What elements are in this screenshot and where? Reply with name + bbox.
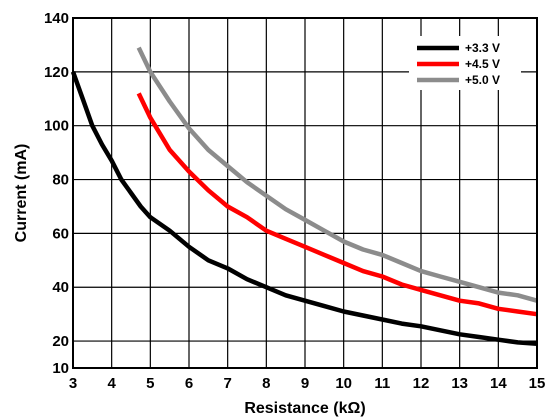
x-tick-label: 15 bbox=[529, 375, 546, 392]
tick-labels: 3 4 5 6 7 8 9 10 11 12 13 14 15 10 20 40 60 80 100 120 140 bbox=[44, 10, 545, 392]
x-tick-label: 12 bbox=[413, 375, 430, 392]
plot-frame bbox=[72, 17, 538, 369]
x-axis-label: Resistance (kΩ) bbox=[244, 400, 365, 417]
x-tick-label: 10 bbox=[335, 375, 352, 392]
x-tick-label: 6 bbox=[185, 375, 193, 392]
legend-label: +4.5 V bbox=[465, 57, 500, 71]
y-tick-label: 140 bbox=[44, 10, 69, 27]
x-tick-label: 14 bbox=[490, 375, 507, 392]
x-tick-label: 7 bbox=[223, 375, 231, 392]
y-tick-label: 20 bbox=[52, 333, 69, 350]
legend-label: +5.0 V bbox=[465, 73, 500, 87]
x-tick-label: 4 bbox=[107, 375, 116, 392]
y-tick-label: 60 bbox=[52, 225, 69, 242]
y-tick-label: 120 bbox=[44, 64, 69, 81]
x-tick-label: 8 bbox=[262, 375, 270, 392]
y-tick-label: 80 bbox=[52, 172, 69, 189]
y-tick-label: 40 bbox=[52, 279, 69, 296]
series-line-2 bbox=[136, 92, 538, 317]
y-axis-label: Current (mA) bbox=[13, 144, 30, 243]
y-tick-label: 100 bbox=[44, 118, 69, 135]
series-line-1 bbox=[70, 71, 538, 347]
series-line-3 bbox=[136, 46, 538, 303]
legend-label: +3.3 V bbox=[465, 41, 500, 55]
x-tick-label: 11 bbox=[374, 375, 390, 392]
legend: +3.3 V +4.5 V +5.0 V bbox=[409, 36, 521, 90]
x-tick-label: 3 bbox=[69, 375, 77, 392]
series-lines bbox=[70, 46, 538, 347]
x-tick-label: 5 bbox=[146, 375, 154, 392]
x-tick-label: 9 bbox=[301, 375, 309, 392]
y-tick-label: 10 bbox=[52, 360, 69, 377]
x-tick-label: 13 bbox=[451, 375, 468, 392]
